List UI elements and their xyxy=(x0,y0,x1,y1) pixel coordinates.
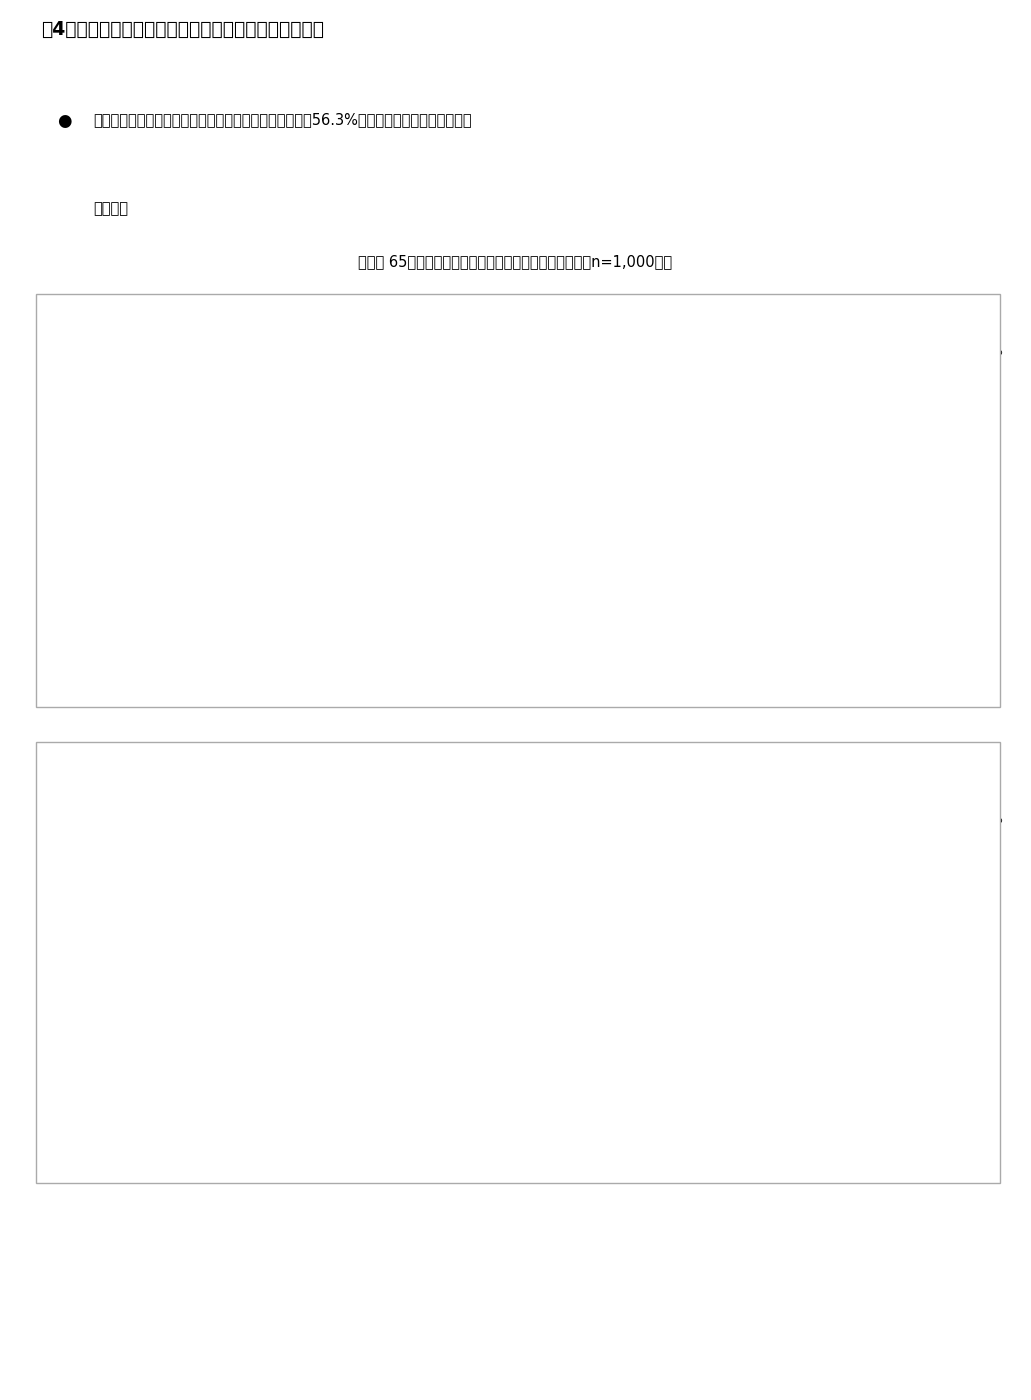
Bar xyxy=(836,427,986,472)
Text: 50.4%: 50.4% xyxy=(420,913,463,927)
Bar xyxy=(258,427,667,472)
Text: （4）事業活動における将来の資金繰りの不安について: （4）事業活動における将来の資金繰りの不安について xyxy=(41,20,324,39)
Text: （経年比較）: （経年比較） xyxy=(47,308,96,322)
Text: 19.6%: 19.6% xyxy=(892,913,936,927)
Text: ●: ● xyxy=(57,112,71,130)
Text: 不安を抱えている: 不安を抱えている xyxy=(155,666,219,679)
Text: 2022年度調査（n=1,000）: 2022年度調査（n=1,000） xyxy=(117,542,256,554)
Text: 不安はない: 不安はない xyxy=(405,1140,445,1152)
Bar xyxy=(852,535,986,580)
Text: 20.8%: 20.8% xyxy=(736,1023,780,1037)
Text: 30.0%: 30.0% xyxy=(712,913,756,927)
Text: （n=260）: （n=260） xyxy=(195,876,256,889)
Bar xyxy=(258,535,692,580)
FancyBboxPatch shape xyxy=(355,651,391,693)
Text: 不安を抱えている: 不安を抱えている xyxy=(155,1140,219,1152)
Text: わからない: わからない xyxy=(637,1140,676,1152)
Bar xyxy=(683,1007,834,1053)
FancyBboxPatch shape xyxy=(355,1123,391,1168)
Text: 法人（小規模企業経営者）: 法人（小規模企業経営者） xyxy=(160,837,256,850)
Text: 事業活動における将来的な資金繰りの不安については、56.3%が不安を抱えていると回答し: 事業活動における将来的な資金繰りの不安については、56.3%が不安を抱えていると… xyxy=(93,112,471,127)
FancyBboxPatch shape xyxy=(586,651,622,693)
Bar xyxy=(692,535,852,580)
FancyBboxPatch shape xyxy=(103,1123,140,1168)
Text: 18.4%: 18.4% xyxy=(897,550,940,564)
Bar xyxy=(625,896,843,942)
Bar xyxy=(258,1007,683,1053)
Text: 20.8%: 20.8% xyxy=(888,1023,932,1037)
FancyBboxPatch shape xyxy=(586,1123,622,1168)
Text: 58.4%: 58.4% xyxy=(448,1023,492,1037)
Bar xyxy=(667,427,836,472)
Text: ＜図表 65：事業活動における将来的な資金繰りの不安（n=1,000）＞: ＜図表 65：事業活動における将来的な資金繰りの不安（n=1,000）＞ xyxy=(359,253,672,269)
Text: 23.2%: 23.2% xyxy=(730,442,774,456)
Text: 59.7%: 59.7% xyxy=(453,550,497,564)
Text: わからない: わからない xyxy=(637,666,676,679)
FancyBboxPatch shape xyxy=(103,651,140,693)
Text: 21.9%: 21.9% xyxy=(750,550,794,564)
Text: 56.3%: 56.3% xyxy=(440,442,485,456)
Text: （法人個人事業主別）: （法人個人事業主別） xyxy=(47,757,128,770)
Text: （n=740）: （n=740） xyxy=(195,1044,256,1057)
Text: ている。: ている。 xyxy=(93,202,128,217)
Bar xyxy=(258,896,625,942)
Text: 20.5%: 20.5% xyxy=(889,442,933,456)
Text: 不安はない: 不安はない xyxy=(405,666,445,679)
Bar xyxy=(834,1007,986,1053)
Text: 自営業・個人事業主: 自営業・個人事業主 xyxy=(184,1005,256,1018)
Text: 2023年度調査（n=1,000）: 2023年度調査（n=1,000） xyxy=(117,389,256,402)
Bar xyxy=(843,896,986,942)
